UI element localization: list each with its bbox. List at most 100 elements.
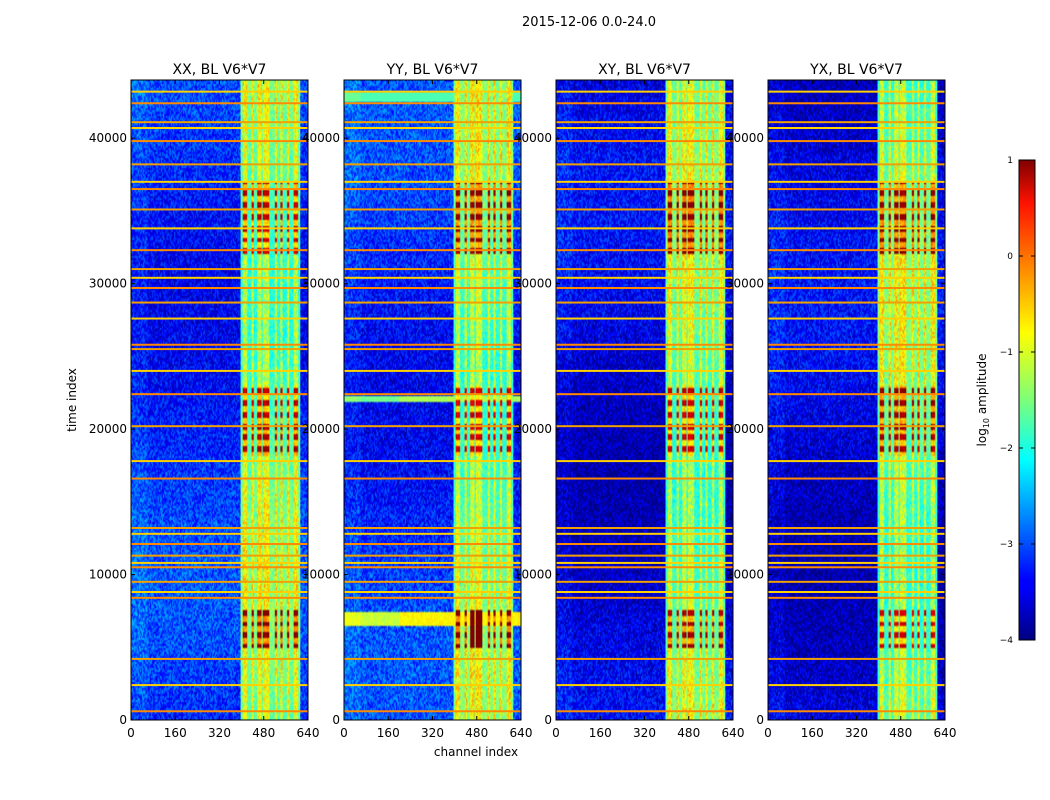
flagged-row xyxy=(556,554,733,557)
flagged-row xyxy=(556,580,733,583)
flagged-row xyxy=(556,208,733,211)
y-tick-label: 0 xyxy=(332,713,340,727)
y-tick-label: 20000 xyxy=(89,422,127,436)
flagged-row xyxy=(768,140,945,143)
flagged-row xyxy=(556,268,733,271)
flagged-row xyxy=(344,343,521,346)
flagged-row xyxy=(344,348,521,351)
flagged-row xyxy=(344,596,521,599)
flagged-row xyxy=(768,527,945,529)
flagged-row xyxy=(131,180,308,183)
flagged-row xyxy=(768,393,945,396)
flagged-row xyxy=(131,596,308,599)
flagged-row xyxy=(131,276,308,279)
flagged-row xyxy=(768,102,945,105)
flagged-row xyxy=(344,121,521,124)
flagged-row xyxy=(131,460,308,463)
flagged-row xyxy=(556,393,733,396)
flagged-row xyxy=(131,369,308,372)
flagged-row xyxy=(768,596,945,599)
flagged-row xyxy=(768,348,945,351)
flagged-row xyxy=(344,163,521,166)
flagged-row xyxy=(556,369,733,372)
flagged-row xyxy=(344,532,521,535)
x-axis-label: channel index xyxy=(434,745,518,759)
colorbar-label-main: log xyxy=(975,428,989,446)
panel-title-4: YX, BL V6*V7 xyxy=(809,62,903,78)
x-tick-label: 320 xyxy=(208,726,231,740)
flagged-row xyxy=(131,591,308,593)
flagged-row xyxy=(344,276,521,279)
flagged-row xyxy=(344,554,521,557)
flagged-row xyxy=(768,121,945,124)
flagged-row xyxy=(131,268,308,271)
flagged-row xyxy=(768,180,945,183)
y-tick-label: 40000 xyxy=(726,131,764,145)
flagged-row xyxy=(131,121,308,124)
x-tick-label: 160 xyxy=(589,726,612,740)
flagged-row xyxy=(344,140,521,143)
x-tick-label: 320 xyxy=(633,726,656,740)
flagged-row xyxy=(344,657,521,660)
flagged-row xyxy=(344,566,521,569)
y-axis-label: time index xyxy=(65,368,79,432)
flagged-row xyxy=(131,287,308,289)
heatmap-image-1 xyxy=(131,80,308,720)
colorbar-label: log10 amplitude xyxy=(975,354,991,447)
flagged-row xyxy=(768,710,945,713)
flagged-row xyxy=(344,127,521,129)
flagged-row xyxy=(768,591,945,593)
flagged-row xyxy=(344,301,521,304)
x-tick-label: 320 xyxy=(845,726,868,740)
flagged-row xyxy=(556,348,733,351)
flagged-row xyxy=(344,393,521,396)
flagged-row xyxy=(131,343,308,346)
flagged-row xyxy=(768,343,945,346)
heatmap-image-4 xyxy=(768,80,945,720)
y-tick-label: 30000 xyxy=(302,277,340,291)
flagged-row xyxy=(768,276,945,279)
flagged-row xyxy=(131,657,308,660)
flagged-row xyxy=(556,561,733,564)
flagged-row xyxy=(556,140,733,143)
flagged-row xyxy=(131,208,308,211)
flagged-row xyxy=(768,90,945,93)
flagged-row xyxy=(556,527,733,529)
panel-1: XX, BL V6*V7 0 160 320 480 640 0 10000 20000 3000… xyxy=(89,62,320,740)
flagged-row xyxy=(768,684,945,687)
flagged-row xyxy=(131,532,308,535)
flagged-row xyxy=(131,227,308,230)
flagged-row xyxy=(556,596,733,599)
flagged-row xyxy=(768,580,945,583)
flagged-row xyxy=(768,268,945,271)
flagged-row xyxy=(768,554,945,557)
flagged-row xyxy=(131,163,308,166)
x-tick-label: 480 xyxy=(677,726,700,740)
flagged-row xyxy=(344,317,521,320)
colorbar-tick-label: 0 xyxy=(1007,252,1013,262)
panel-3: XY, BL V6*V7 0 160 320 480 640 0 10000 20000 3000… xyxy=(514,62,745,740)
flagged-row xyxy=(768,532,945,535)
flagged-row xyxy=(556,684,733,687)
flagged-row xyxy=(131,140,308,143)
flagged-row xyxy=(556,301,733,304)
flagged-row xyxy=(131,561,308,564)
x-tick-label: 0 xyxy=(127,726,135,740)
x-tick-label: 640 xyxy=(722,726,745,740)
flagged-row xyxy=(556,227,733,230)
flagged-row xyxy=(344,561,521,564)
flagged-row xyxy=(556,287,733,289)
flagged-row xyxy=(131,127,308,129)
flagged-row xyxy=(131,301,308,304)
colorbar-tick-label: −3 xyxy=(1000,540,1013,550)
flagged-row xyxy=(131,710,308,713)
flagged-row xyxy=(556,657,733,660)
colorbar-label-rest: amplitude xyxy=(975,354,989,418)
flagged-row xyxy=(556,543,733,545)
flagged-row xyxy=(131,684,308,687)
flagged-row xyxy=(768,163,945,166)
flagged-row xyxy=(131,554,308,557)
y-tick-label: 10000 xyxy=(89,568,127,582)
colorbar-tick-label: −4 xyxy=(1000,636,1014,646)
